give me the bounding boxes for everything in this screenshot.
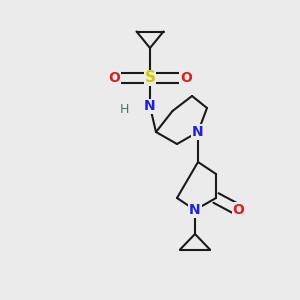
Text: H: H <box>120 103 129 116</box>
Text: O: O <box>180 71 192 85</box>
Text: O: O <box>232 203 244 217</box>
Text: N: N <box>144 100 156 113</box>
Text: O: O <box>108 71 120 85</box>
Text: S: S <box>145 70 155 86</box>
Text: N: N <box>192 125 204 139</box>
Text: N: N <box>189 203 201 217</box>
